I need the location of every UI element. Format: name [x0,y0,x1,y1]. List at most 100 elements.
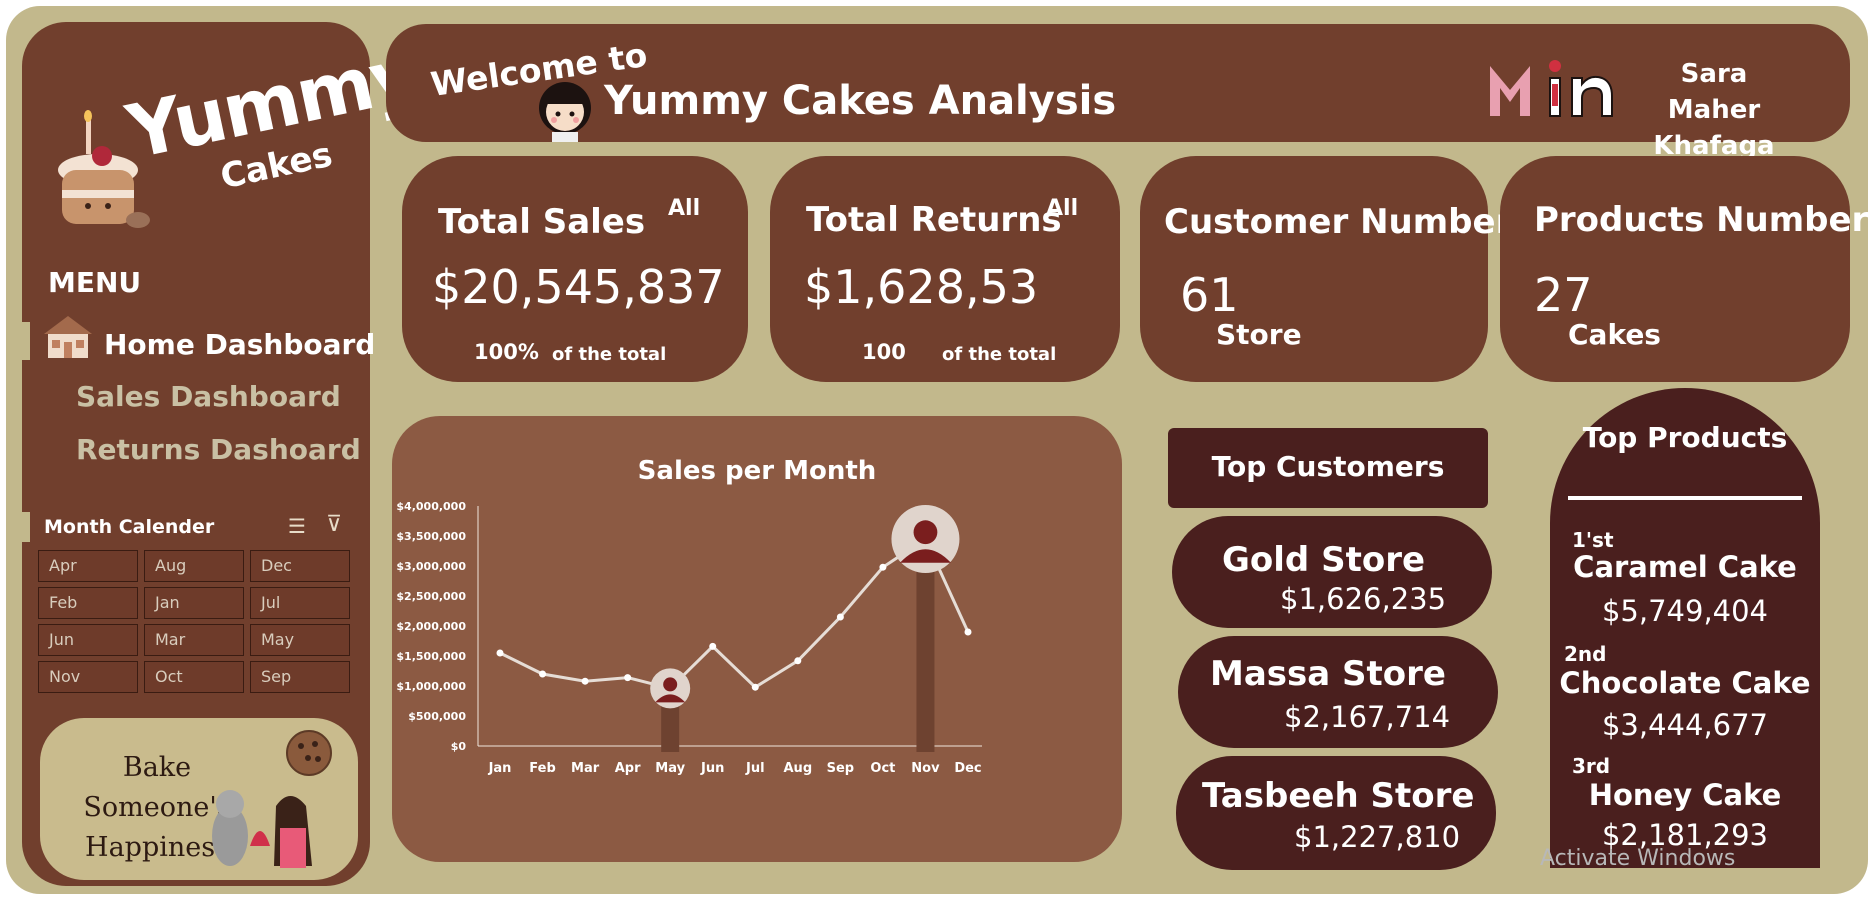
cake-icon [58,110,150,228]
clear-filter-icon[interactable]: ⊽ [326,512,343,537]
x-tick-label: May [655,761,685,776]
month-button-aug[interactable]: Aug [144,550,244,582]
y-tick-label: $3,500,000 [396,530,466,543]
y-tick-label: $2,000,000 [396,620,466,633]
month-button-feb[interactable]: Feb [38,587,138,619]
kpi-customer-number-title: Customer Number [1164,202,1513,242]
data-point [879,563,887,571]
cat-and-girl-illustration [212,790,312,868]
month-button-sep[interactable]: Sep [250,661,350,693]
brand-logo-icon [1490,60,1613,117]
kpi-total-sales-title: Total Sales [438,202,646,242]
kpi-total-returns-value: $1,628,53 [804,260,1039,314]
top-products-card: Top Products 1'st Caramel Cake $5,749,40… [1550,388,1820,868]
top-customer-3: Tasbeeh Store $1,227,810 [1176,756,1496,870]
tagline: Bake Someone's Happiness [83,752,231,863]
y-tick-label: $4,000,000 [396,500,466,513]
menu-item-home-dashboard[interactable]: Home Dashboard [104,328,376,361]
x-tick-label: Jun [700,761,724,776]
month-button-mar[interactable]: Mar [144,624,244,656]
top-customer-name: Massa Store [1210,654,1446,694]
month-button-nov[interactable]: Nov [38,661,138,693]
y-tick-label: $2,500,000 [396,590,466,603]
product-name: Caramel Cake [1573,550,1797,584]
kpi-total-returns-pct: 100 [862,340,906,364]
data-point [581,677,589,685]
logo: Yummy Cakes [50,31,425,230]
top-customers-header: Top Customers [1168,428,1488,508]
month-button-jun[interactable]: Jun [38,624,138,656]
month-button-jan[interactable]: Jan [144,587,244,619]
x-tick-label: Aug [784,761,813,776]
x-tick-label: Apr [615,761,641,776]
menu-active-indicator [22,322,30,360]
y-tick-label: $1,000,000 [396,680,466,693]
y-tick-label: $500,000 [408,710,466,723]
series-line [499,536,970,691]
x-tick-label: Dec [954,761,981,776]
x-tick-label: Nov [911,761,940,776]
person-marker-body [899,549,951,563]
menu-item-sales-dashboard[interactable]: Sales Dashboard [76,380,341,413]
product-value: $2,181,293 [1601,818,1769,852]
top-customer-name: Gold Store [1222,540,1426,580]
kpi-total-sales-pct-label: of the total [552,344,667,365]
kpi-total-returns-filter: All [1046,196,1079,221]
user-name: Sara Maher Khafaga [1653,59,1775,161]
data-point [794,657,802,665]
product-value: $3,444,677 [1601,708,1769,742]
cookie-icon [286,730,332,776]
x-tick-label: Feb [529,761,555,776]
x-tick-label: Mar [571,761,600,776]
activation-watermark: Activate Windows [1540,846,1736,871]
data-point [964,628,972,636]
product-name: Honey Cake [1588,778,1782,812]
data-point [496,649,504,657]
month-button-dec[interactable]: Dec [250,550,350,582]
person-marker-body [655,694,686,703]
product-rank: 2nd [1564,642,1607,666]
top-customer-2: Massa Store $2,167,714 [1178,636,1498,748]
person-marker-head [913,520,938,545]
kpi-customer-number-value: 61 [1180,268,1239,322]
page-title: Yummy Cakes Analysis [604,78,1117,124]
top-customer-1: Gold Store $1,626,235 [1172,516,1492,628]
y-tick-label: $0 [451,740,467,753]
x-tick-label: Jul [745,761,765,776]
top-products-divider [1568,496,1802,500]
kpi-total-sales-card [402,156,748,382]
top-customer-value: $1,626,235 [1280,582,1447,616]
chart-title: Sales per Month [637,456,877,486]
calendar-title: Month Calender [44,516,215,538]
house-icon [44,316,92,358]
kpi-customer-number-card [1140,156,1488,382]
x-tick-label: Jan [488,761,512,776]
product-name: Chocolate Cake [1559,666,1811,700]
product-value: $5,749,404 [1601,594,1769,628]
calendar-indicator [22,512,30,542]
month-button-may[interactable]: May [250,624,350,656]
product-rank: 3rd [1572,754,1611,778]
data-point [709,642,717,650]
month-button-oct[interactable]: Oct [144,661,244,693]
person-marker-head [663,677,678,692]
y-tick-label: $3,000,000 [396,560,466,573]
x-tick-label: Sep [827,761,855,776]
product-rank: 1'st [1572,528,1614,552]
kpi-products-number-unit: Cakes [1568,318,1661,351]
multi-select-icon[interactable]: ☰ [288,514,306,538]
kpi-total-returns-title: Total Returns [806,200,1062,240]
kpi-total-returns-pct-label: of the total [942,344,1057,365]
month-slicer: Apr Aug Dec Feb Jan Jul Jun Mar May Nov … [38,550,352,693]
menu-item-returns-dashboard[interactable]: Returns Dashoard [76,433,361,466]
kpi-total-sales-pct: 100% [474,340,539,364]
kpi-products-number-value: 27 [1534,268,1593,322]
data-point [624,674,632,682]
menu-title: MENU [48,266,142,299]
month-button-jul[interactable]: Jul [250,587,350,619]
kpi-total-sales-filter: All [668,196,701,221]
top-customer-name: Tasbeeh Store [1202,776,1475,816]
data-point [836,613,844,621]
highlight-bar [916,539,935,752]
month-button-apr[interactable]: Apr [38,550,138,582]
